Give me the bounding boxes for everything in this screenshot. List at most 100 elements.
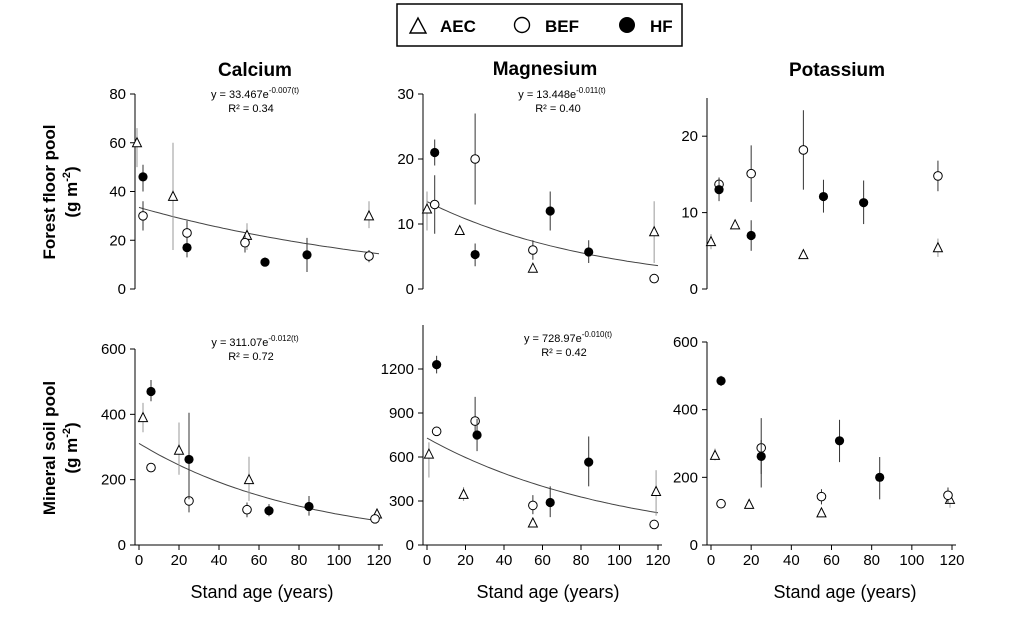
legend-triangle-marker <box>408 16 428 34</box>
legend-filled-circle-marker <box>619 17 635 33</box>
data-point-bef <box>146 462 156 473</box>
data-point-aec <box>527 262 539 273</box>
y-tick-label: 200 <box>673 469 698 486</box>
row-label-mineral-soil-line2: (g m-2) <box>61 422 81 473</box>
fit-curve <box>426 437 659 514</box>
data-point-hf <box>545 206 555 216</box>
data-point-hf <box>875 472 885 482</box>
y-tick-label: 20 <box>109 232 126 249</box>
data-point-hf <box>746 230 756 241</box>
data-point-hf <box>859 198 869 208</box>
x-tick-label: 40 <box>211 552 228 569</box>
panel-potassium-mineral-soil: 0 20 40 60 80 100 120 0 200 400 600 <box>673 334 965 569</box>
y-tick-label: 300 <box>389 493 414 510</box>
data-point-bef <box>470 416 480 426</box>
data-point-hf <box>264 506 274 516</box>
data-point-aec <box>131 136 143 148</box>
data-point-aec <box>454 224 466 235</box>
data-point-hf <box>716 376 726 386</box>
x-tick-label: 100 <box>326 552 351 569</box>
data-point-hf <box>545 497 555 508</box>
row-label-forest-floor-line1: Forest floor pool <box>40 124 59 259</box>
y-tick-label: 10 <box>681 205 698 222</box>
data-point-bef <box>429 199 440 210</box>
x-tick-label: 80 <box>291 552 308 569</box>
data-point-bef <box>649 273 659 284</box>
data-point-hf <box>146 386 156 397</box>
row-label-mineral-soil: Mineral soil pool (g m-2) <box>40 381 81 515</box>
row-label-mineral-soil-line1: Mineral soil pool <box>40 381 59 515</box>
y-tick-label: 1200 <box>381 361 414 378</box>
x-tick-label: 80 <box>863 552 880 569</box>
data-point-bef <box>798 145 809 155</box>
row-label-forest-floor: Forest floor pool (g m-2) <box>40 124 81 259</box>
y-tick-label: 40 <box>109 184 126 201</box>
fit-equation: y = 728.97e-0.010(t) <box>524 330 612 345</box>
data-point-aec <box>705 235 717 247</box>
data-point-bef <box>933 171 943 181</box>
panel-calcium-forest-floor: 0 20 40 60 80 y = 33.467e-0.007(t) R² = 0.34 <box>109 86 380 298</box>
y-tick-label: 10 <box>397 216 414 233</box>
x-tick-label: 0 <box>707 552 715 569</box>
y-tick-label: 600 <box>101 341 126 358</box>
data-point-aec <box>137 411 149 423</box>
x-axis-label-potassium: Stand age (years) <box>773 582 916 602</box>
data-point-bef <box>816 491 827 502</box>
fit-r-squared: R² = 0.40 <box>535 103 581 115</box>
y-tick-label: 20 <box>681 128 698 145</box>
data-point-aec <box>527 516 539 528</box>
y-tick-label: 200 <box>101 472 126 489</box>
x-tick-label: 100 <box>607 552 632 569</box>
panel-title-calcium: Calcium <box>218 60 292 81</box>
data-point-aec <box>423 447 435 459</box>
data-point-bef <box>528 245 538 255</box>
data-point-aec <box>243 473 255 485</box>
data-point-aec <box>816 506 827 518</box>
fit-curve <box>138 206 380 255</box>
x-tick-label: 60 <box>534 552 551 569</box>
y-tick-label: 400 <box>101 406 126 423</box>
x-tick-label: 20 <box>171 552 188 569</box>
data-point-hf <box>714 185 724 195</box>
y-tick-label: 0 <box>406 537 414 554</box>
y-tick-label: 0 <box>118 537 126 554</box>
data-point-hf <box>304 501 314 512</box>
data-point-aec <box>729 218 741 230</box>
x-axis-label-calcium: Stand age (years) <box>190 582 333 602</box>
y-tick-label: 600 <box>389 449 414 466</box>
y-tick-label: 60 <box>109 135 126 152</box>
y-tick-label: 0 <box>118 281 126 298</box>
x-tick-label: 120 <box>939 552 964 569</box>
x-tick-label: 80 <box>573 552 590 569</box>
fit-curve <box>426 201 659 267</box>
fit-r-squared: R² = 0.42 <box>541 347 587 359</box>
x-tick-label: 60 <box>823 552 840 569</box>
data-point-bef <box>528 500 538 511</box>
fit-r-squared: R² = 0.34 <box>228 103 274 115</box>
y-tick-label: 0 <box>690 281 698 298</box>
data-point-aec <box>241 229 253 240</box>
legend: AEC BEF HF <box>396 3 683 47</box>
x-tick-label: 40 <box>783 552 800 569</box>
y-tick-label: 30 <box>397 86 414 103</box>
data-point-hf <box>584 247 594 257</box>
legend-label-hf: HF <box>650 17 673 36</box>
data-point-hf <box>184 454 194 465</box>
data-point-hf <box>138 172 148 182</box>
data-point-bef <box>470 154 480 164</box>
y-tick-label: 0 <box>690 537 698 554</box>
data-point-bef <box>242 504 252 515</box>
row-label-forest-floor-line2: (g m-2) <box>61 166 81 217</box>
data-point-bef <box>138 211 148 221</box>
y-tick-label: 900 <box>389 405 414 422</box>
fit-curve <box>138 442 380 522</box>
data-point-aec <box>363 209 375 221</box>
legend-open-circle-marker <box>513 16 531 34</box>
data-point-aec <box>798 248 809 260</box>
fit-r-squared: R² = 0.72 <box>228 351 274 363</box>
y-tick-label: 80 <box>109 86 126 103</box>
data-point-hf <box>302 250 312 260</box>
x-tick-label: 60 <box>251 552 268 569</box>
